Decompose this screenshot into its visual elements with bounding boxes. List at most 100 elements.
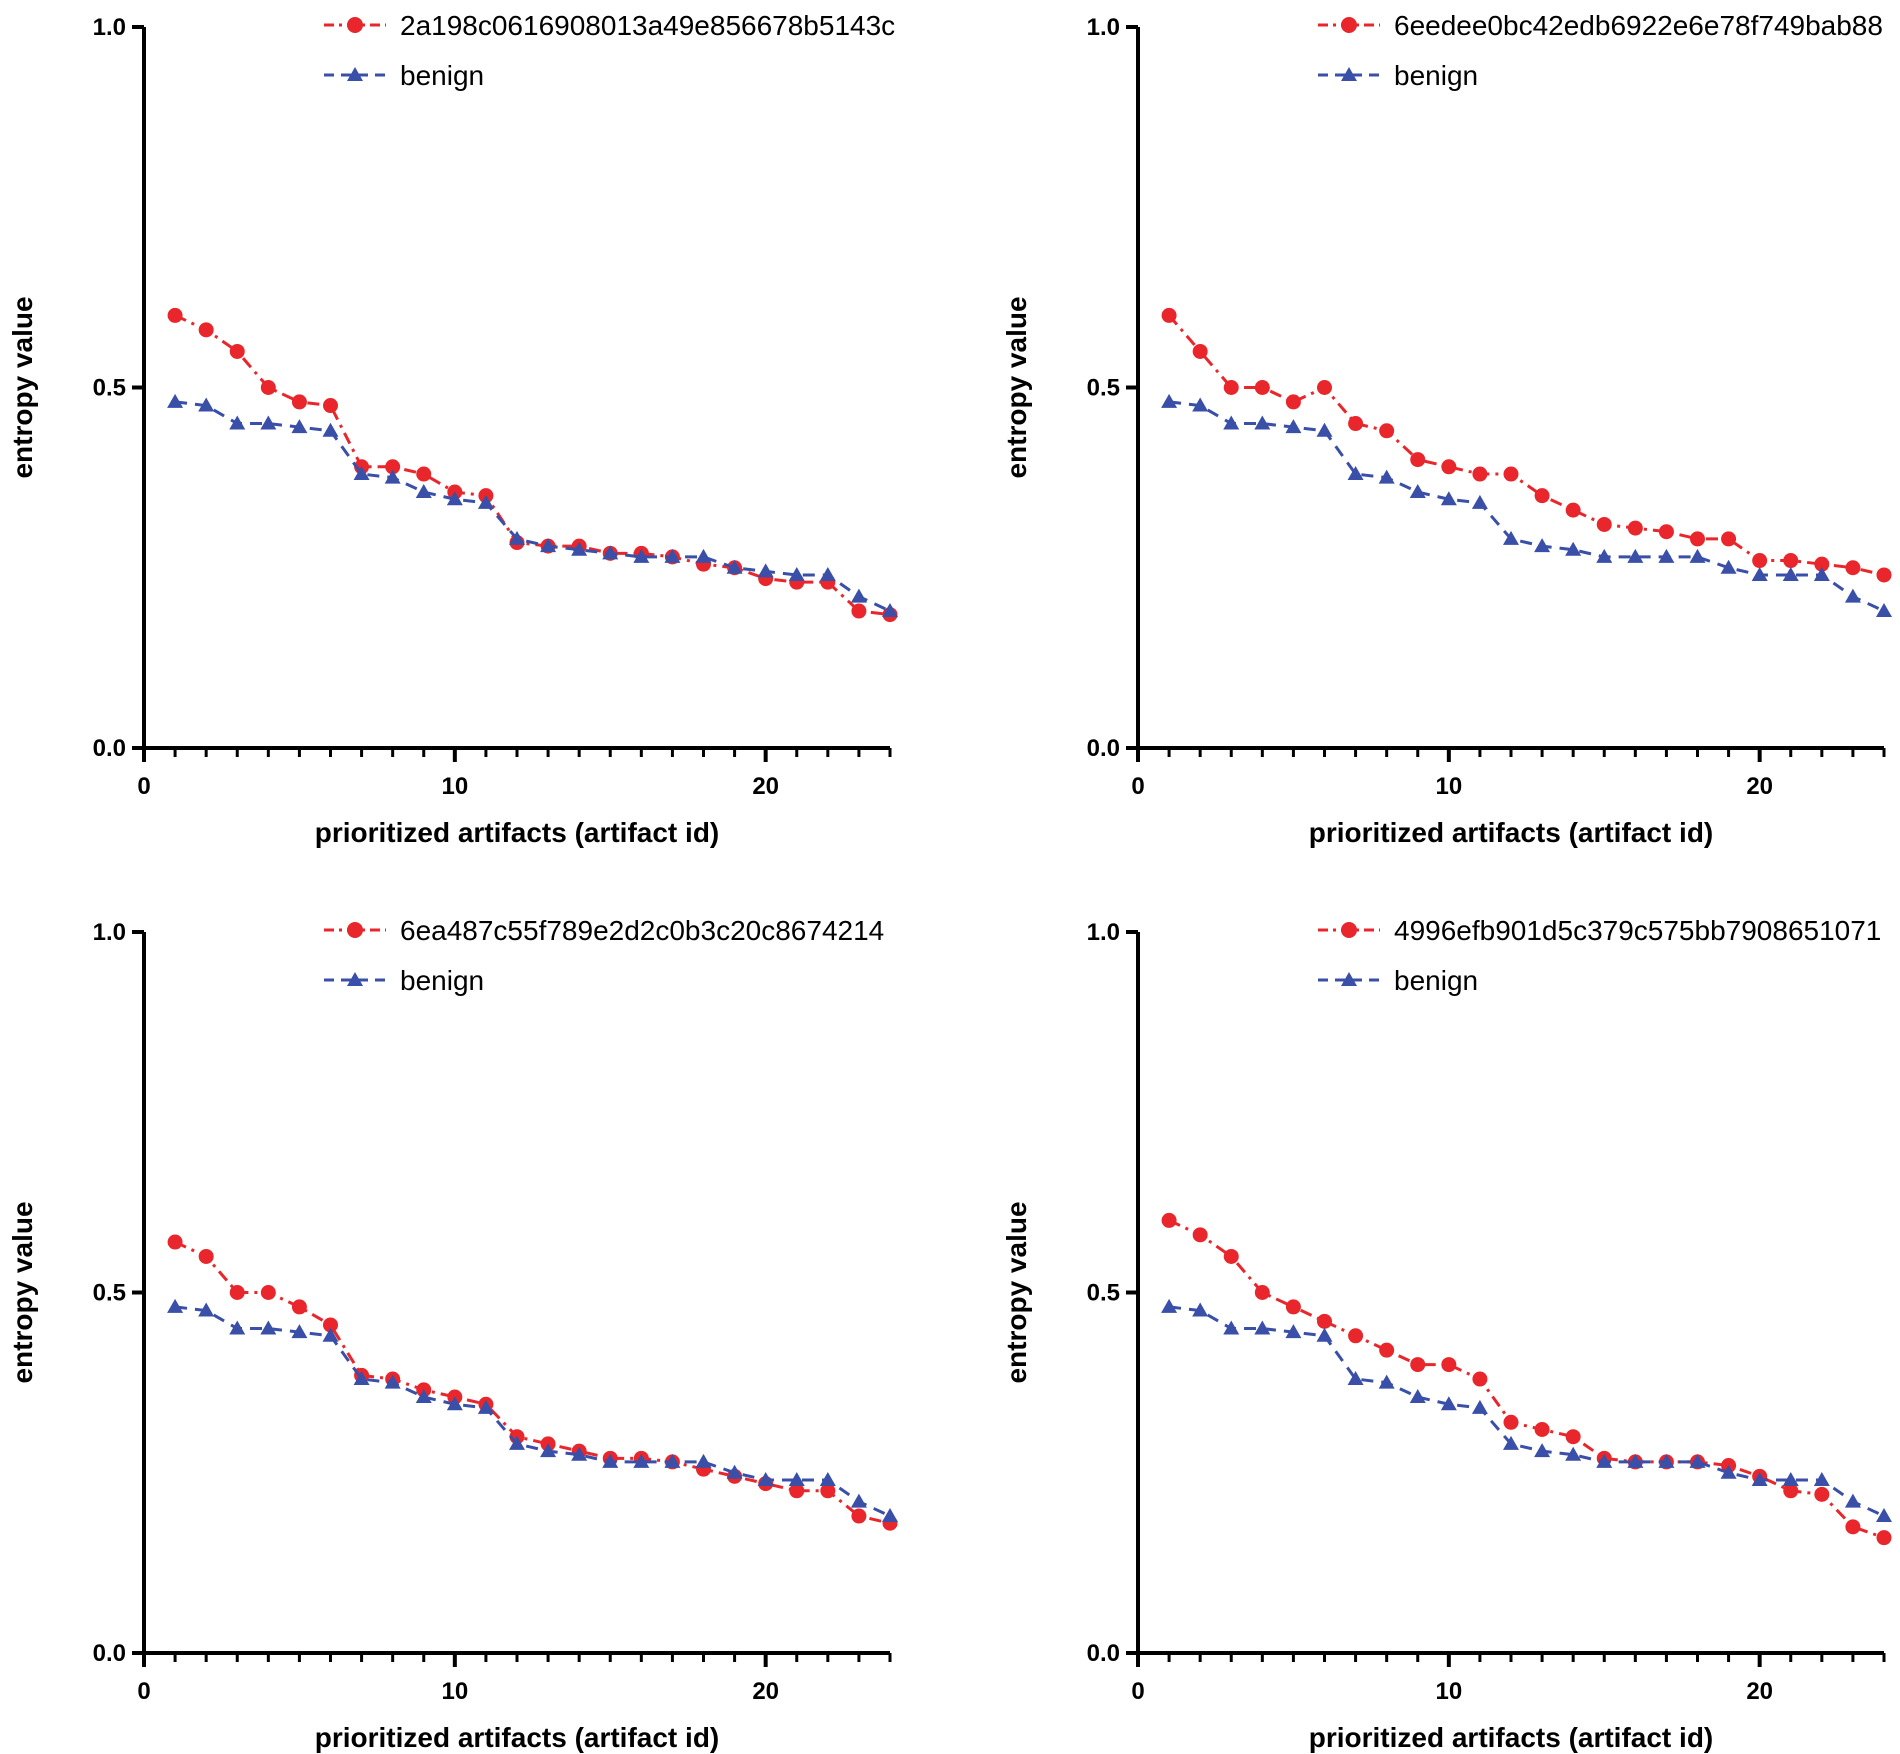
data-point-triangle (1161, 1298, 1178, 1313)
data-point-triangle (415, 1389, 432, 1404)
x-axis-title: prioritized artifacts (artifact id) (315, 817, 720, 848)
data-point-triangle (446, 1396, 463, 1411)
data-point-circle (1223, 380, 1239, 395)
data-point-circle (1472, 466, 1488, 482)
data-point-triangle (477, 494, 494, 509)
data-point-triangle (819, 1471, 836, 1486)
series-line-sample (1167, 314, 1885, 577)
y-axis-title: entropy value (7, 296, 38, 478)
data-point-circle (291, 394, 307, 410)
data-point-triangle (1223, 415, 1240, 430)
x-tick-label: 10 (1435, 1678, 1462, 1705)
data-point-triangle (1316, 422, 1333, 437)
legend-marker-triangle (347, 972, 363, 986)
data-point-triangle (446, 491, 463, 506)
series-line-benign (1168, 400, 1885, 613)
data-point-triangle (1876, 1508, 1892, 1523)
data-point-circle (229, 343, 245, 359)
data-point-circle (1814, 1486, 1830, 1502)
data-point-triangle (1689, 548, 1706, 563)
data-point-triangle (1378, 1374, 1395, 1389)
series-line-sample (174, 314, 891, 617)
data-point-triangle (1347, 1371, 1364, 1386)
data-point-circle (291, 1299, 307, 1315)
y-axis-title: entropy value (1001, 296, 1032, 478)
chart-panel-1: 0.0 0.5 1.0 0 10 20 prioritized artifacts (art… (7, 10, 898, 848)
data-point-circle (1285, 1299, 1301, 1315)
data-point-triangle (664, 548, 681, 563)
data-point-circle (1472, 1371, 1488, 1387)
chart-panel-2: 0.0 0.5 1.0 0 10 20 prioritized artifacts (art… (1001, 10, 1892, 848)
data-point-circle (1596, 516, 1612, 532)
data-point-circle (1192, 1227, 1208, 1243)
data-point-circle (1192, 343, 1208, 359)
x-tick-label: 10 (441, 1678, 468, 1705)
data-point-triangle (1440, 1396, 1457, 1411)
legend-label: 6ea487c55f789e2d2c0b3c20c8674214 (400, 915, 884, 946)
data-point-triangle (1627, 548, 1644, 563)
legend-marker-triangle (347, 67, 363, 81)
data-point-triangle (1565, 541, 1582, 556)
legend-marker-triangle (1341, 67, 1357, 81)
data-point-triangle (260, 1320, 277, 1335)
data-point-triangle (1161, 393, 1178, 408)
legend-label: 4996efb901d5c379c575bb7908651071 (1394, 915, 1881, 946)
data-point-triangle (1254, 415, 1271, 430)
data-point-triangle (477, 1399, 494, 1414)
y-tick-label: 1.0 (1087, 14, 1120, 41)
series-line-sample (1168, 1219, 1885, 1540)
data-point-circle (1441, 1357, 1457, 1373)
data-point-circle (229, 1285, 245, 1300)
data-point-circle (1690, 531, 1705, 547)
data-point-triangle (415, 484, 432, 499)
data-point-circle (1534, 1421, 1550, 1437)
data-point-triangle (260, 415, 277, 430)
series-line-benign (174, 400, 891, 613)
data-point-triangle (540, 538, 557, 553)
data-point-circle (1379, 1342, 1395, 1358)
data-point-triangle (1627, 1453, 1644, 1468)
data-point-circle (323, 398, 338, 414)
data-point-triangle (882, 1508, 898, 1523)
data-point-triangle (198, 1302, 215, 1317)
data-point-triangle (1658, 548, 1675, 563)
data-point-circle (323, 1317, 338, 1333)
data-point-triangle (1503, 530, 1519, 545)
data-point-triangle (726, 1464, 743, 1479)
data-point-triangle (788, 1471, 805, 1486)
data-point-triangle (1347, 466, 1364, 481)
data-point-triangle (1596, 548, 1613, 563)
data-point-circle (1627, 520, 1643, 536)
data-point-circle (1783, 553, 1799, 569)
data-point-circle (1348, 1328, 1364, 1344)
data-point-triangle (1689, 1453, 1706, 1468)
data-point-triangle (384, 469, 401, 484)
data-point-circle (416, 466, 432, 482)
data-point-triangle (353, 466, 370, 481)
data-point-triangle (1440, 491, 1457, 506)
data-point-circle (1441, 459, 1457, 475)
data-point-triangle (229, 415, 246, 430)
data-point-circle (1845, 1519, 1861, 1535)
data-point-triangle (509, 530, 525, 545)
data-point-triangle (1813, 1471, 1830, 1486)
y-tick-label: 1.0 (93, 14, 126, 41)
data-point-triangle (1876, 603, 1892, 618)
data-point-triangle (1409, 484, 1426, 499)
x-tick-label: 0 (137, 1678, 150, 1705)
data-point-circle (1658, 524, 1674, 540)
x-tick-label: 20 (752, 1678, 779, 1705)
data-point-triangle (540, 1443, 557, 1458)
data-point-triangle (695, 1453, 712, 1468)
series-line-benign (1168, 1305, 1885, 1518)
y-tick-label: 0.0 (1087, 1640, 1120, 1667)
legend-label: 6eedee0bc42edb6922e6e78f749bab88 (1394, 10, 1883, 41)
data-point-circle (1317, 1313, 1332, 1329)
data-point-circle (820, 1483, 836, 1499)
x-axis-title: prioritized artifacts (artifact id) (315, 1722, 720, 1753)
data-point-triangle (788, 566, 805, 581)
data-point-circle (167, 307, 183, 323)
data-point-circle (1876, 567, 1892, 583)
data-point-circle (1161, 1212, 1177, 1228)
